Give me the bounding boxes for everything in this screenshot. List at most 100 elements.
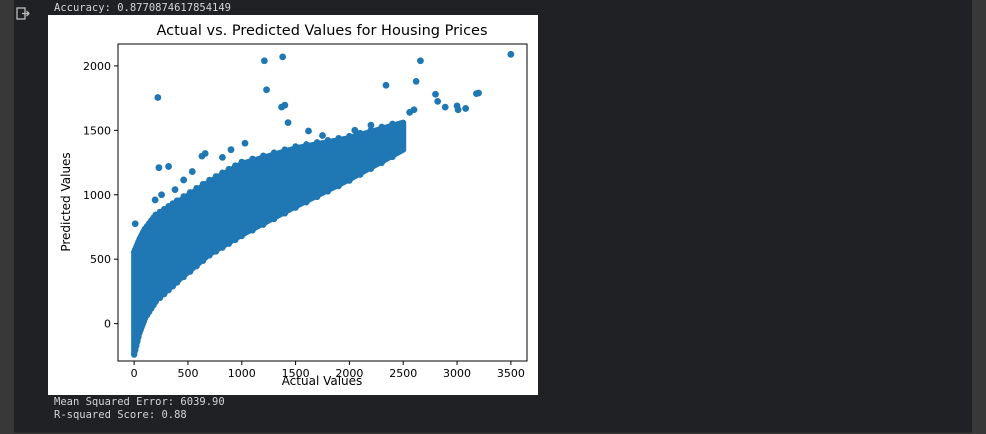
scatter-point — [260, 57, 268, 65]
x-tick-label: 1000 — [228, 367, 256, 380]
scatter-point — [346, 177, 353, 184]
scatter-point — [303, 199, 310, 206]
x-tick-label: 2000 — [335, 367, 363, 380]
scatter-point — [324, 137, 332, 144]
scatter-point — [367, 126, 375, 134]
scatter-point — [324, 188, 332, 195]
scatter-point — [367, 165, 375, 172]
x-tick-label: 2500 — [389, 367, 417, 380]
scatter-point — [137, 236, 145, 244]
scatter-point — [389, 153, 396, 161]
scatter-point — [389, 120, 396, 127]
scatter-point — [173, 197, 181, 204]
scatter-point — [281, 101, 289, 109]
y-axis-label: Predicted Values — [59, 152, 73, 251]
scatter-point — [281, 146, 289, 153]
accuracy-text: Accuracy: 0.8770874617854149 — [54, 2, 232, 14]
scatter-point — [186, 189, 194, 196]
scatter-point — [270, 149, 278, 156]
scatter-point — [232, 236, 239, 244]
plot-frame — [117, 43, 528, 362]
scatter-point — [131, 220, 139, 228]
scatter-point — [219, 244, 226, 251]
scatter-point — [238, 158, 245, 166]
scatter-point — [473, 90, 480, 98]
scatter-point — [154, 94, 162, 101]
scatter-point — [212, 173, 220, 180]
scatter-point — [180, 193, 187, 200]
scatter-point — [292, 143, 299, 150]
x-tick-label: 3500 — [497, 367, 525, 380]
scatter-point — [319, 132, 326, 139]
scatter-point — [238, 232, 245, 240]
scatter-point — [151, 196, 159, 204]
scatter-point — [165, 163, 172, 170]
scatter-point — [155, 164, 163, 172]
y-tick-label: 0 — [104, 318, 111, 331]
scatter-point — [432, 90, 439, 98]
scatter-point — [193, 184, 200, 192]
x-tick-label: 500 — [177, 367, 198, 380]
scatter-point — [249, 155, 256, 163]
scatter-point — [186, 268, 194, 275]
scatter-point — [281, 210, 289, 217]
scatter-point — [382, 81, 390, 89]
y-tick-label: 500 — [90, 253, 111, 266]
scatter-point — [454, 106, 462, 114]
x-tick-label: 1500 — [282, 367, 310, 380]
x-tick-label: 3000 — [443, 367, 471, 380]
scatter-point — [249, 227, 256, 234]
scatter-point — [356, 171, 364, 178]
scatter-point — [219, 153, 226, 161]
scatter-point — [412, 77, 420, 85]
scatter-point — [201, 150, 209, 157]
scatter-point — [227, 146, 235, 154]
y-axis-ticks: 0 500 1000 1500 2000 — [83, 60, 118, 331]
dense-point-cloud — [130, 119, 407, 358]
scatter-point — [378, 159, 385, 167]
scatter-plot: Actual vs. Predicted Values for Housing … — [48, 15, 538, 395]
mse-text: Mean Squared Error: 6039.90 — [54, 396, 225, 408]
scatter-point — [169, 283, 177, 290]
scatter-point — [206, 176, 213, 184]
scatter-point — [417, 57, 424, 65]
point-cloud-band — [131, 119, 407, 357]
scatter-point — [180, 176, 188, 184]
scatter-point — [188, 168, 196, 175]
x-axis-ticks: 0 500 1000 1500 2000 2500 3000 3500 — [131, 361, 525, 380]
scatter-point — [141, 244, 149, 252]
scatter-point — [161, 290, 168, 298]
scatter-point — [441, 103, 449, 111]
scatter-point — [241, 139, 249, 147]
scatter-point — [193, 262, 200, 270]
scatter-point — [335, 182, 342, 190]
scatter-point — [225, 240, 233, 247]
scatter-point — [284, 119, 292, 127]
scatter-point — [232, 162, 239, 169]
scatter-point — [279, 53, 287, 61]
scatter-point — [199, 257, 207, 264]
output-arrow-icon[interactable] — [15, 7, 31, 21]
scatter-point — [199, 180, 207, 188]
scatter-point — [171, 186, 179, 194]
scatter-point — [180, 273, 187, 281]
scatter-point — [462, 105, 470, 112]
scatter-point — [206, 252, 213, 259]
scatter-point — [260, 221, 267, 228]
scatter-point — [173, 279, 181, 286]
y-tick-label: 2000 — [83, 60, 111, 73]
scatter-point — [434, 97, 442, 105]
scatter-point — [410, 106, 418, 114]
scatter-point — [507, 50, 515, 58]
y-tick-label: 1000 — [83, 189, 111, 202]
chart-svg: Actual vs. Predicted Values for Housing … — [59, 23, 528, 388]
r2-text: R-squared Score: 0.88 — [54, 409, 187, 421]
scatter-point — [313, 139, 321, 146]
scatter-points — [131, 50, 515, 252]
scatter-point — [263, 86, 270, 94]
chart-title: Actual vs. Predicted Values for Housing … — [156, 23, 487, 39]
scatter-point — [260, 152, 267, 159]
x-axis-label: Actual Values — [282, 374, 363, 388]
scatter-point — [212, 248, 220, 255]
